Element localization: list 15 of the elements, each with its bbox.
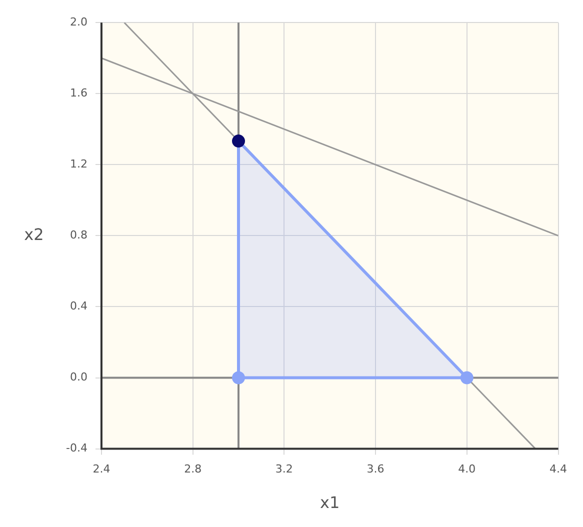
y-tick-label: -0.4 <box>66 442 88 455</box>
x-tick-label: 4.0 <box>458 462 476 476</box>
y-tick-label: 1.2 <box>70 158 88 171</box>
x-tick-label: 2.4 <box>92 462 110 476</box>
y-tick-label: 2.0 <box>70 15 88 28</box>
y-tick-label: 0.4 <box>70 300 88 313</box>
x-tick-label: 4.4 <box>550 462 568 476</box>
y-tick-label: 0.8 <box>70 228 88 242</box>
x-tick-label: 3.6 <box>366 462 384 476</box>
y-tick-label: 1.6 <box>70 86 88 100</box>
y-axis-title: x2 <box>24 224 44 244</box>
x-tick-label: 2.8 <box>184 462 202 476</box>
x-axis-title: x1 <box>320 492 340 512</box>
x-tick-label: 3.2 <box>275 462 293 476</box>
y-tick-label: 0.0 <box>70 370 88 384</box>
